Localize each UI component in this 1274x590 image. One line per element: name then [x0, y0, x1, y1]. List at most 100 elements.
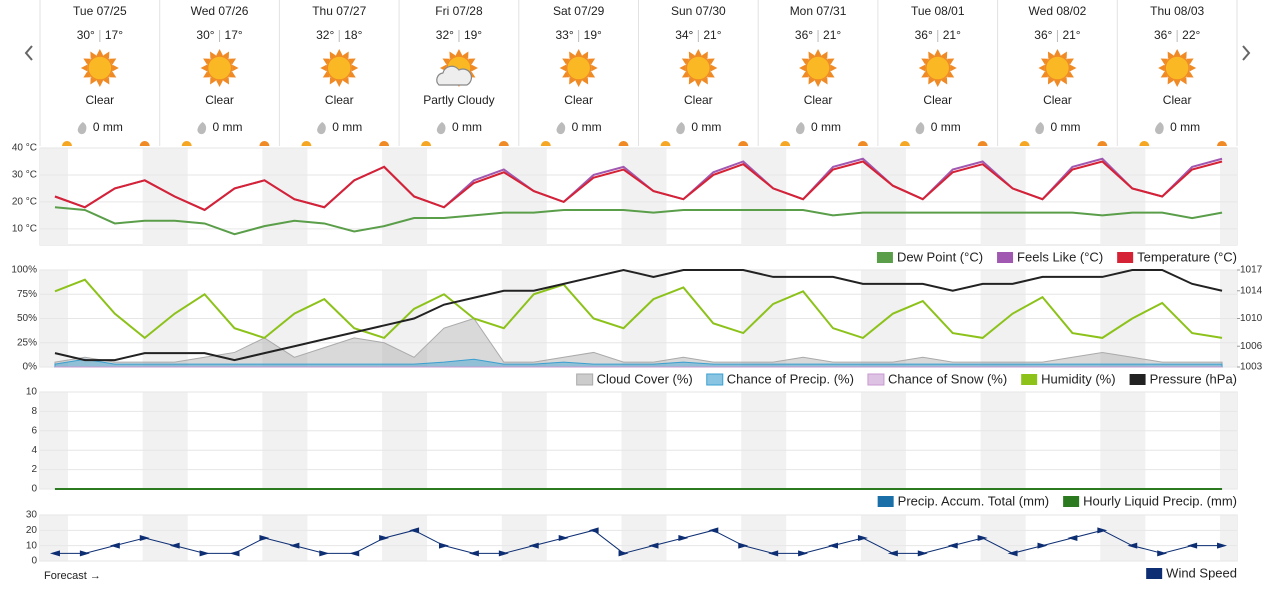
wind-arrow: [917, 550, 928, 557]
wind-arrow: [648, 542, 659, 549]
legend-label: Cloud Cover (%): [597, 371, 693, 386]
night-band: [142, 515, 188, 561]
night-band: [1220, 148, 1237, 245]
wind-arrow: [349, 550, 360, 557]
sunset-icon: [1097, 141, 1108, 146]
raindrop: [556, 122, 566, 135]
high-temp: 36°: [915, 28, 933, 42]
y-tick-label: 0: [31, 484, 37, 495]
raindrop: [915, 122, 925, 135]
raindrop: [197, 122, 207, 135]
wind-arrow: [379, 535, 390, 541]
night-band: [860, 392, 906, 489]
y-tick-label: 8: [31, 406, 37, 417]
prev-arrow[interactable]: [24, 45, 33, 61]
legend-swatch: [1063, 496, 1080, 507]
next-arrow[interactable]: [1242, 45, 1251, 61]
wind-arrow: [49, 550, 60, 557]
sunrise-icon: [301, 141, 312, 146]
night-band: [142, 392, 188, 489]
precip-amount: 0 mm: [332, 120, 362, 134]
sun: [1164, 55, 1190, 81]
night-band: [980, 148, 1026, 245]
sunset-icon: [379, 141, 390, 146]
night-band: [741, 392, 787, 489]
wind-arrow: [1157, 550, 1168, 557]
raindrop: [77, 122, 87, 135]
wind-arrow: [678, 535, 689, 541]
precip-amount: 0 mm: [931, 120, 961, 134]
y-tick-label: 30: [26, 510, 38, 521]
y-tick-label: 20: [26, 525, 38, 536]
sunset-icon: [618, 141, 629, 146]
sunrise-icon: [1019, 141, 1030, 146]
high-temp: 33°: [555, 28, 573, 42]
y-tick-label: 100%: [11, 265, 37, 276]
precip-amount: 0 mm: [691, 120, 721, 134]
sunrise-icon: [660, 141, 671, 146]
legend-label: Chance of Precip. (%): [727, 371, 854, 386]
legend-label: Wind Speed: [1166, 565, 1237, 580]
sunrise-icon: [1139, 141, 1150, 146]
legend-swatch: [1146, 568, 1163, 579]
night-band: [40, 392, 68, 489]
legend-label: Precip. Accum. Total (mm): [898, 493, 1049, 508]
wind-arrow: [139, 535, 150, 541]
condition: Clear: [684, 93, 713, 107]
legend-swatch: [1021, 374, 1038, 385]
night-band: [1100, 392, 1146, 489]
night-band: [980, 392, 1026, 489]
wind-arrow: [409, 527, 420, 534]
wind-arrow: [169, 542, 180, 549]
low-temp: 17°: [105, 28, 123, 42]
precip-amount: 0 mm: [811, 120, 841, 134]
low-temp: 19°: [464, 28, 482, 42]
raindrop: [317, 122, 326, 135]
wind-arrow: [947, 542, 958, 549]
wind-arrow: [468, 550, 479, 557]
sunrise-icon: [421, 141, 432, 146]
low-temp: 21°: [943, 28, 961, 42]
legend-swatch: [1129, 374, 1146, 385]
sun: [326, 55, 352, 81]
sun: [1044, 55, 1071, 81]
sunset-icon: [139, 141, 150, 146]
precip-amount: 0 mm: [93, 120, 123, 134]
day-label: Thu 07/27: [312, 4, 366, 18]
y-tick-label: 25%: [17, 337, 37, 348]
line: [54, 160, 1223, 212]
legend-swatch: [706, 373, 724, 386]
legend-swatch: [997, 252, 1014, 263]
wind-arrow: [1187, 542, 1198, 549]
wind-arrow: [438, 542, 449, 549]
area: [54, 358, 1223, 368]
y-tick-label: 20 °C: [12, 197, 37, 208]
wind-arrow: [1037, 542, 1048, 549]
condition: Clear: [325, 93, 354, 107]
y-tick-label: 6: [31, 425, 37, 436]
night-band: [40, 148, 68, 245]
sunset-icon: [977, 141, 988, 146]
day-label: Sun 07/30: [671, 4, 726, 18]
condition: Clear: [923, 93, 952, 107]
y-tick-label: 10: [26, 387, 38, 398]
y-tick-label: 50%: [17, 313, 37, 324]
y-tick-label: 75%: [17, 289, 37, 300]
wind-arrow: [1097, 527, 1108, 534]
wind-arrow: [1217, 542, 1228, 549]
night-band: [1220, 515, 1237, 561]
wind-arrow: [498, 550, 509, 557]
condition: Clear: [86, 93, 115, 107]
raindrop: [1035, 122, 1045, 135]
night-band: [501, 148, 547, 245]
night-band: [262, 148, 308, 245]
sunset-icon: [259, 141, 270, 146]
night-band: [501, 515, 547, 561]
night-band: [741, 515, 787, 561]
wind-arrow: [977, 535, 988, 541]
y-tick-label: 40 °C: [12, 143, 37, 154]
y-tick-label: 10: [26, 540, 38, 551]
raindrop: [436, 122, 446, 135]
low-temp: 18°: [344, 28, 362, 42]
y2-tick-label: 1003: [1240, 362, 1263, 373]
